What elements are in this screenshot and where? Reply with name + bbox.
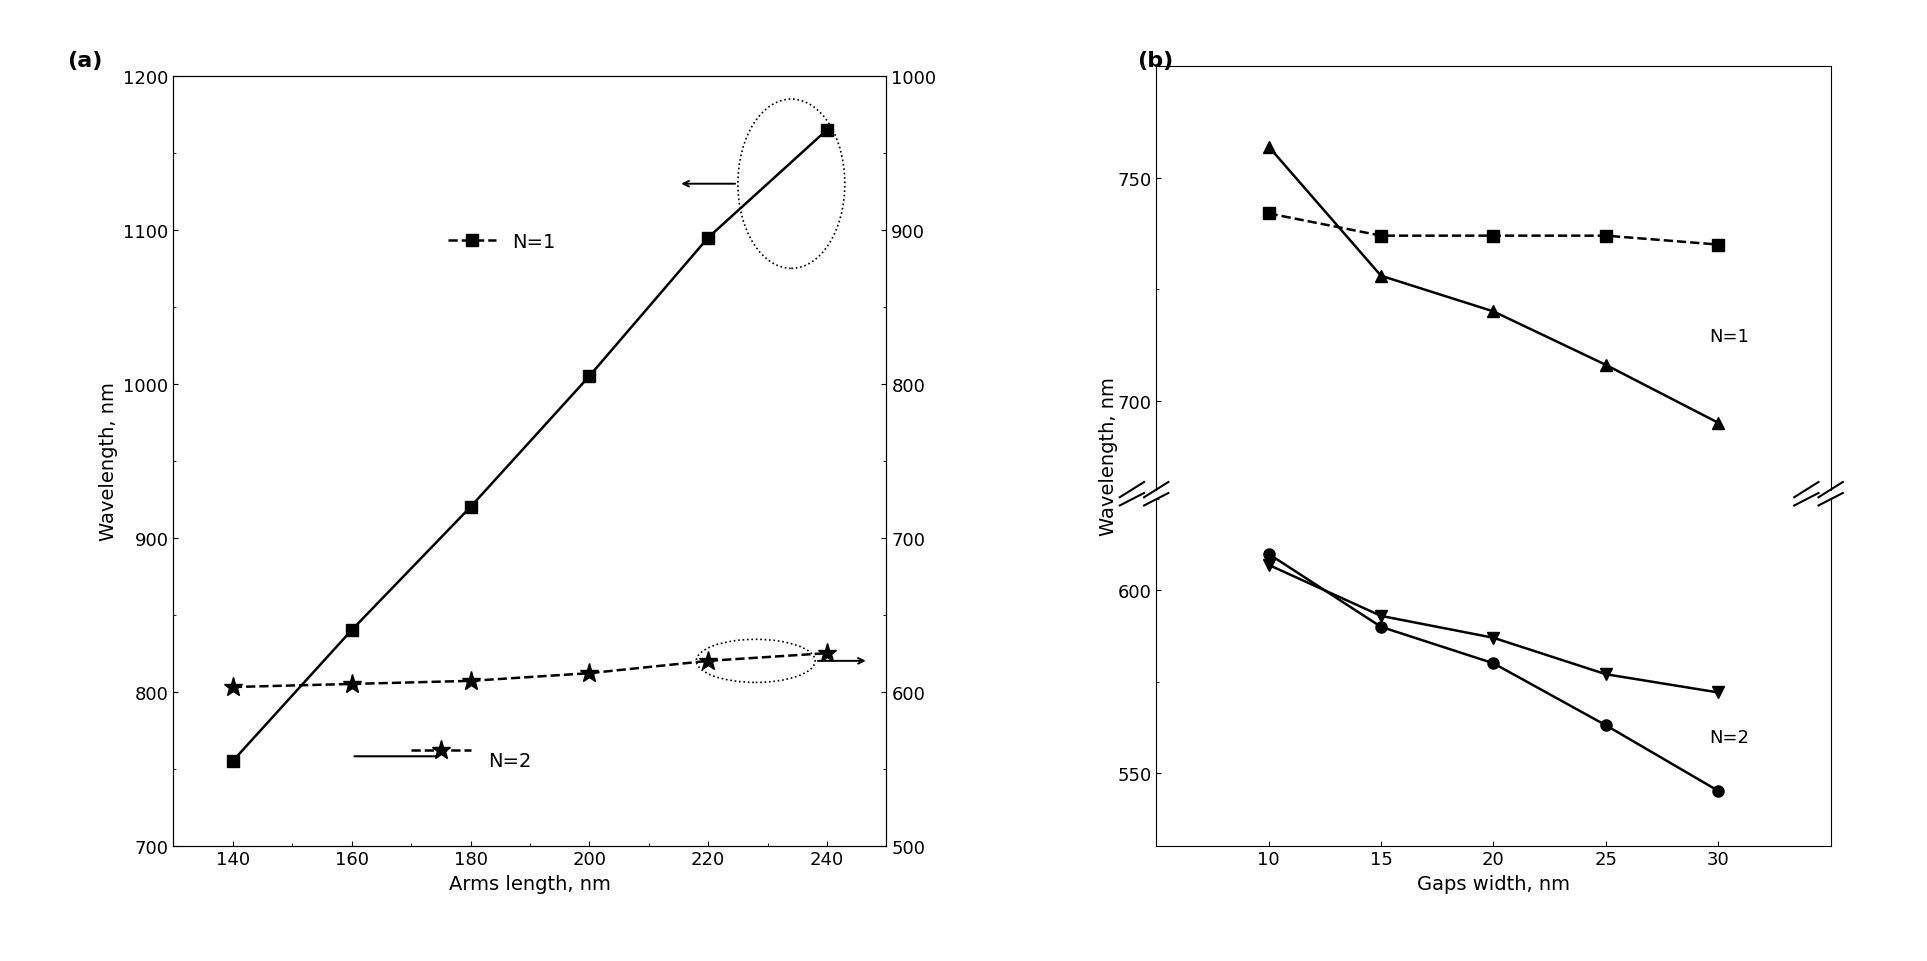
Text: (a): (a) [67,51,102,71]
X-axis label: Gaps width, nm: Gaps width, nm [1416,875,1571,893]
Legend: N=1: N=1 [439,225,563,259]
X-axis label: Arms length, nm: Arms length, nm [449,875,611,893]
Y-axis label: Wavelength, nm: Wavelength, nm [98,382,118,541]
Text: N=1: N=1 [1709,328,1750,346]
Text: Wavelength, nm: Wavelength, nm [1098,377,1118,536]
Text: (b): (b) [1137,51,1174,71]
Text: N=2: N=2 [488,752,532,771]
Text: N=2: N=2 [1709,727,1750,746]
